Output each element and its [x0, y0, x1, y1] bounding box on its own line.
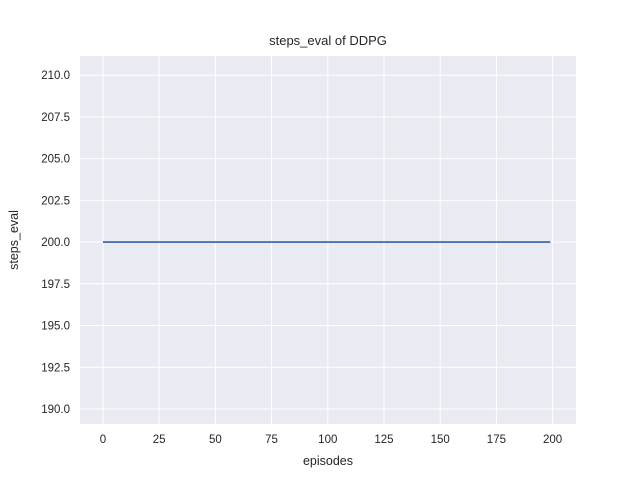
x-tick-label: 200 — [543, 434, 562, 446]
y-tick-label: 192.5 — [41, 362, 70, 374]
y-tick-label: 195.0 — [41, 321, 70, 333]
x-axis-label: episodes — [302, 454, 354, 468]
y-tick-label: 197.5 — [41, 279, 70, 291]
x-tick-label: 50 — [209, 434, 222, 446]
y-tick-label: 202.5 — [41, 195, 70, 207]
x-tick-label: 25 — [153, 434, 166, 446]
x-tick-label: 150 — [431, 434, 450, 446]
y-tick-label: 200.0 — [41, 237, 70, 249]
x-tick-label: 75 — [265, 434, 278, 446]
x-tick-label: 100 — [318, 434, 337, 446]
y-tick-label: 210.0 — [41, 70, 70, 82]
chart-title: steps_eval of DDPG — [269, 33, 387, 48]
y-tick-label: 207.5 — [41, 112, 70, 124]
y-tick-label: 190.0 — [41, 404, 70, 416]
y-axis-label: steps_eval — [7, 210, 21, 270]
y-tick-label: 205.0 — [41, 154, 70, 166]
x-tick-label: 125 — [374, 434, 393, 446]
x-tick-label: 175 — [487, 434, 506, 446]
x-tick-label: 0 — [100, 434, 106, 446]
